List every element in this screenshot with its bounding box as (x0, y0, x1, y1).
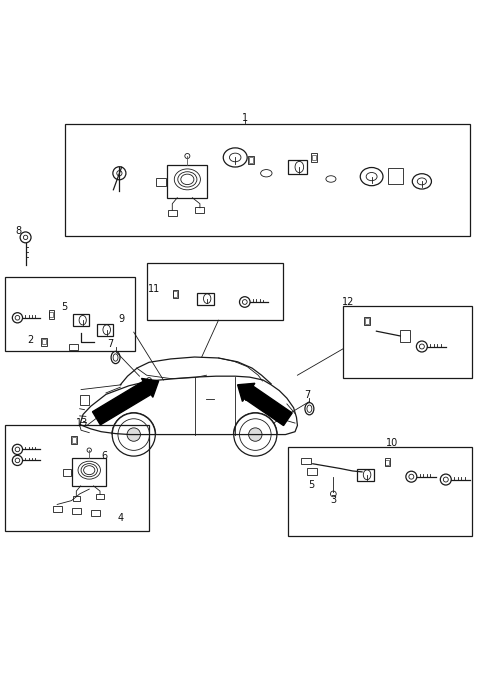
Bar (288, 160, 307, 174)
Ellipse shape (111, 351, 120, 364)
Text: 5: 5 (61, 301, 68, 312)
Bar (301, 458, 311, 464)
Circle shape (249, 428, 262, 441)
Bar (41, 337, 47, 346)
Ellipse shape (412, 174, 432, 189)
Bar (5, 277, 135, 351)
Bar (167, 165, 207, 198)
Bar (72, 437, 76, 443)
Ellipse shape (261, 170, 272, 177)
Bar (400, 330, 410, 342)
Circle shape (330, 491, 336, 497)
Text: 8: 8 (16, 226, 22, 236)
Bar (173, 290, 178, 298)
Text: 1: 1 (242, 113, 248, 123)
Bar (72, 458, 107, 486)
Bar (195, 207, 204, 213)
Bar (73, 315, 89, 326)
Ellipse shape (326, 176, 336, 182)
Text: 11: 11 (148, 284, 160, 294)
Bar (364, 317, 370, 325)
Bar (343, 306, 472, 378)
FancyArrow shape (93, 378, 158, 425)
Bar (72, 508, 81, 514)
Ellipse shape (305, 403, 314, 415)
Text: 12: 12 (342, 297, 354, 308)
Bar (365, 318, 369, 324)
Bar (249, 157, 253, 163)
Bar (357, 468, 374, 481)
Text: 5: 5 (309, 480, 315, 490)
FancyArrow shape (238, 383, 292, 426)
Bar (49, 312, 53, 317)
Bar (96, 494, 104, 499)
Text: 9: 9 (118, 314, 124, 324)
Bar (248, 155, 254, 164)
Bar (156, 178, 166, 186)
Bar (197, 292, 214, 305)
Bar (384, 458, 390, 466)
Bar (80, 395, 89, 405)
Bar (388, 168, 403, 184)
Bar (62, 469, 71, 476)
Bar (72, 496, 80, 501)
Ellipse shape (113, 354, 118, 361)
Circle shape (127, 428, 141, 441)
Bar (42, 339, 46, 344)
Bar (69, 344, 78, 350)
Bar (312, 155, 316, 160)
Bar (96, 324, 113, 336)
Bar (307, 468, 317, 475)
Bar (147, 263, 283, 320)
Text: 4: 4 (117, 513, 123, 523)
Bar (91, 509, 100, 516)
Bar (385, 459, 389, 465)
Bar (65, 124, 470, 236)
Bar (173, 291, 177, 297)
Text: 2: 2 (28, 335, 34, 345)
Bar (288, 447, 472, 536)
Bar (5, 426, 149, 531)
Text: 10: 10 (386, 438, 398, 448)
Ellipse shape (223, 148, 247, 167)
Bar (48, 310, 54, 319)
Bar (168, 210, 177, 216)
Text: 7: 7 (304, 390, 310, 401)
Ellipse shape (307, 405, 312, 412)
Text: 13: 13 (76, 418, 88, 428)
Text: 3: 3 (330, 495, 336, 505)
Bar (312, 153, 317, 161)
Bar (52, 507, 62, 512)
Ellipse shape (360, 168, 383, 186)
Bar (71, 436, 77, 444)
Text: 7: 7 (107, 339, 113, 349)
Text: 6: 6 (101, 450, 107, 461)
